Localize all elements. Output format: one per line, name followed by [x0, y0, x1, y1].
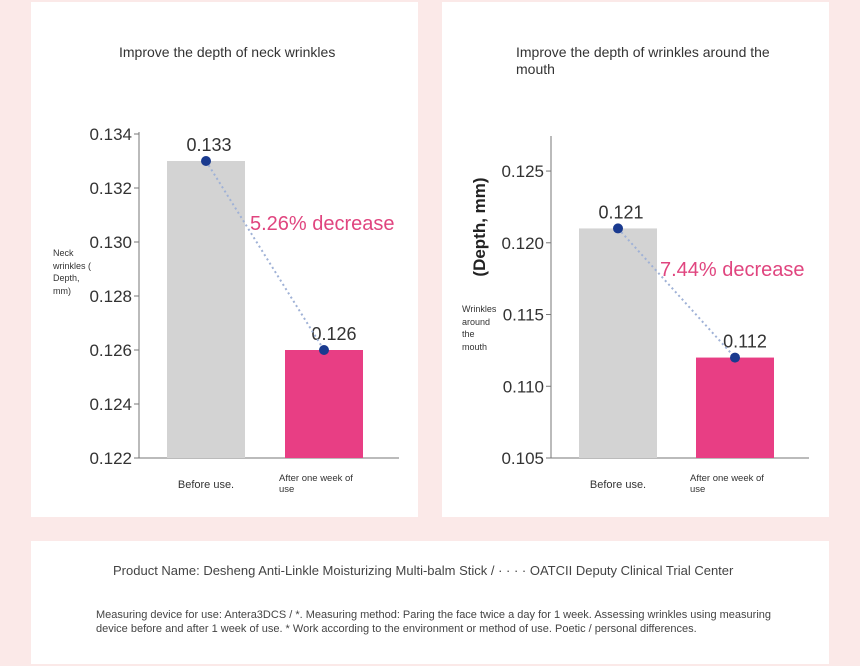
bar-before [167, 161, 245, 458]
y-tick-label: 0.120 [501, 234, 544, 253]
x-category-label: Before use. [590, 479, 646, 491]
y-tick-label: 0.124 [89, 395, 132, 414]
y-tick-label: 0.130 [89, 233, 132, 252]
product-info-panel: Product Name: Desheng Anti-Linkle Moistu… [31, 541, 829, 664]
y-tick-label: 0.134 [89, 125, 132, 144]
bar-value-label: 0.133 [186, 135, 231, 155]
y-tick-label: 0.132 [89, 179, 132, 198]
before-marker [201, 156, 211, 166]
y-tick-label: 0.122 [89, 449, 132, 468]
bar-value-label: 0.112 [723, 332, 767, 352]
decrease-connector-line [205, 160, 325, 351]
y-axis-label: Neck wrinkles ( Depth, mm) [53, 248, 92, 296]
y-tick-label: 0.115 [503, 306, 544, 325]
decrease-annotation: 5.26% decrease [250, 213, 395, 235]
y-tick-label: 0.110 [503, 377, 544, 396]
y-tick-label: 0.125 [501, 162, 544, 181]
bar-value-label: 0.121 [598, 202, 643, 222]
mouth-wrinkle-bar-chart: 0.125 0.120 0.115 0.110 0.105 0.121 Before use… [501, 136, 809, 495]
neck-wrinkle-chart-panel: Improve the depth of neck wrinkles Neck … [31, 2, 418, 517]
y-tick-label: 0.105 [501, 449, 544, 468]
after-marker [319, 345, 329, 355]
decrease-annotation: 7.44% decrease [660, 259, 805, 281]
neck-wrinkle-bar-chart: 0.134 0.132 0.130 0.128 0.126 0.124 0.122 0.133… [89, 125, 399, 495]
after-marker [730, 352, 740, 363]
decrease-connector-line [617, 227, 736, 359]
x-category-label: Before use. [178, 479, 234, 491]
product-name: Product Name: Desheng Anti-Linkle Moistu… [113, 563, 734, 578]
y-tick-label: 0.128 [89, 287, 132, 306]
y-tick-label: 0.126 [89, 341, 132, 360]
before-marker [613, 223, 623, 234]
bar-value-label: 0.126 [311, 324, 356, 344]
measurement-note: Measuring device for use: Antera3DCS / *… [96, 609, 772, 635]
x-category-label: After one week of use [279, 473, 353, 495]
y-axis-sublabel: Wrinkles around the mouth [462, 304, 497, 352]
bar-before [579, 228, 657, 458]
bar-after [285, 350, 363, 458]
mouth-wrinkle-chart-panel: Improve the depth of wrinkles around the… [442, 2, 829, 517]
x-category-label: After one week of use [690, 473, 764, 495]
bar-after [696, 357, 774, 458]
chart-title: Improve the depth of wrinkles around the… [516, 44, 770, 77]
chart-title: Improve the depth of neck wrinkles [119, 44, 336, 60]
